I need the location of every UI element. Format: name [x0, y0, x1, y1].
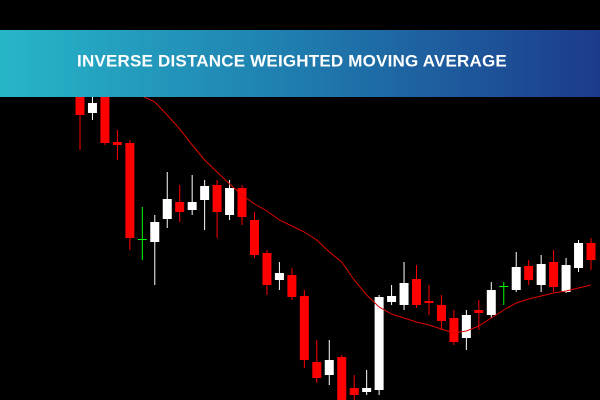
candle-body: [474, 310, 484, 313]
candle-body: [262, 253, 272, 285]
candle-body: [237, 188, 247, 217]
title-banner: [0, 30, 600, 97]
candle-body: [249, 220, 259, 255]
candle-body: [574, 243, 584, 268]
candle-body: [274, 273, 284, 280]
candle-body: [399, 283, 409, 305]
candle-body: [100, 97, 110, 143]
candle-body: [337, 357, 347, 400]
candle-body: [150, 222, 160, 242]
candle-body: [87, 103, 97, 113]
candle-body: [125, 143, 135, 238]
candle-body: [511, 267, 521, 290]
candle-body: [424, 301, 434, 303]
candle-body: [349, 388, 359, 395]
candle-body: [200, 186, 210, 200]
candle-body: [524, 266, 534, 280]
candle-body: [187, 202, 197, 210]
candle-body: [175, 202, 185, 212]
candle-body: [387, 296, 397, 302]
candle-body: [324, 360, 334, 375]
plot-area: [75, 74, 596, 400]
candle-body: [374, 297, 384, 390]
candle-body: [499, 286, 509, 287]
candle-body: [287, 275, 297, 297]
candle-body: [449, 318, 459, 342]
candle-body: [212, 185, 222, 212]
candle-body: [436, 305, 446, 321]
candle-body: [75, 97, 85, 115]
candle-body: [112, 142, 122, 145]
chart-title: INVERSE DISTANCE WEIGHTED MOVING AVERAGE: [77, 51, 507, 70]
candle-body: [162, 199, 172, 219]
candle-body: [312, 362, 322, 378]
candle-body: [536, 264, 546, 285]
candle-body: [586, 243, 596, 260]
candle-body: [299, 296, 309, 360]
candle-body: [461, 315, 471, 338]
candle-body: [412, 279, 422, 305]
candle-body: [225, 188, 235, 215]
moving-average-line: [79, 74, 592, 334]
candle-body: [137, 239, 147, 240]
candle-body: [486, 290, 496, 315]
candle-body: [561, 265, 571, 292]
candle-body: [549, 262, 559, 287]
candle-body: [362, 388, 372, 392]
